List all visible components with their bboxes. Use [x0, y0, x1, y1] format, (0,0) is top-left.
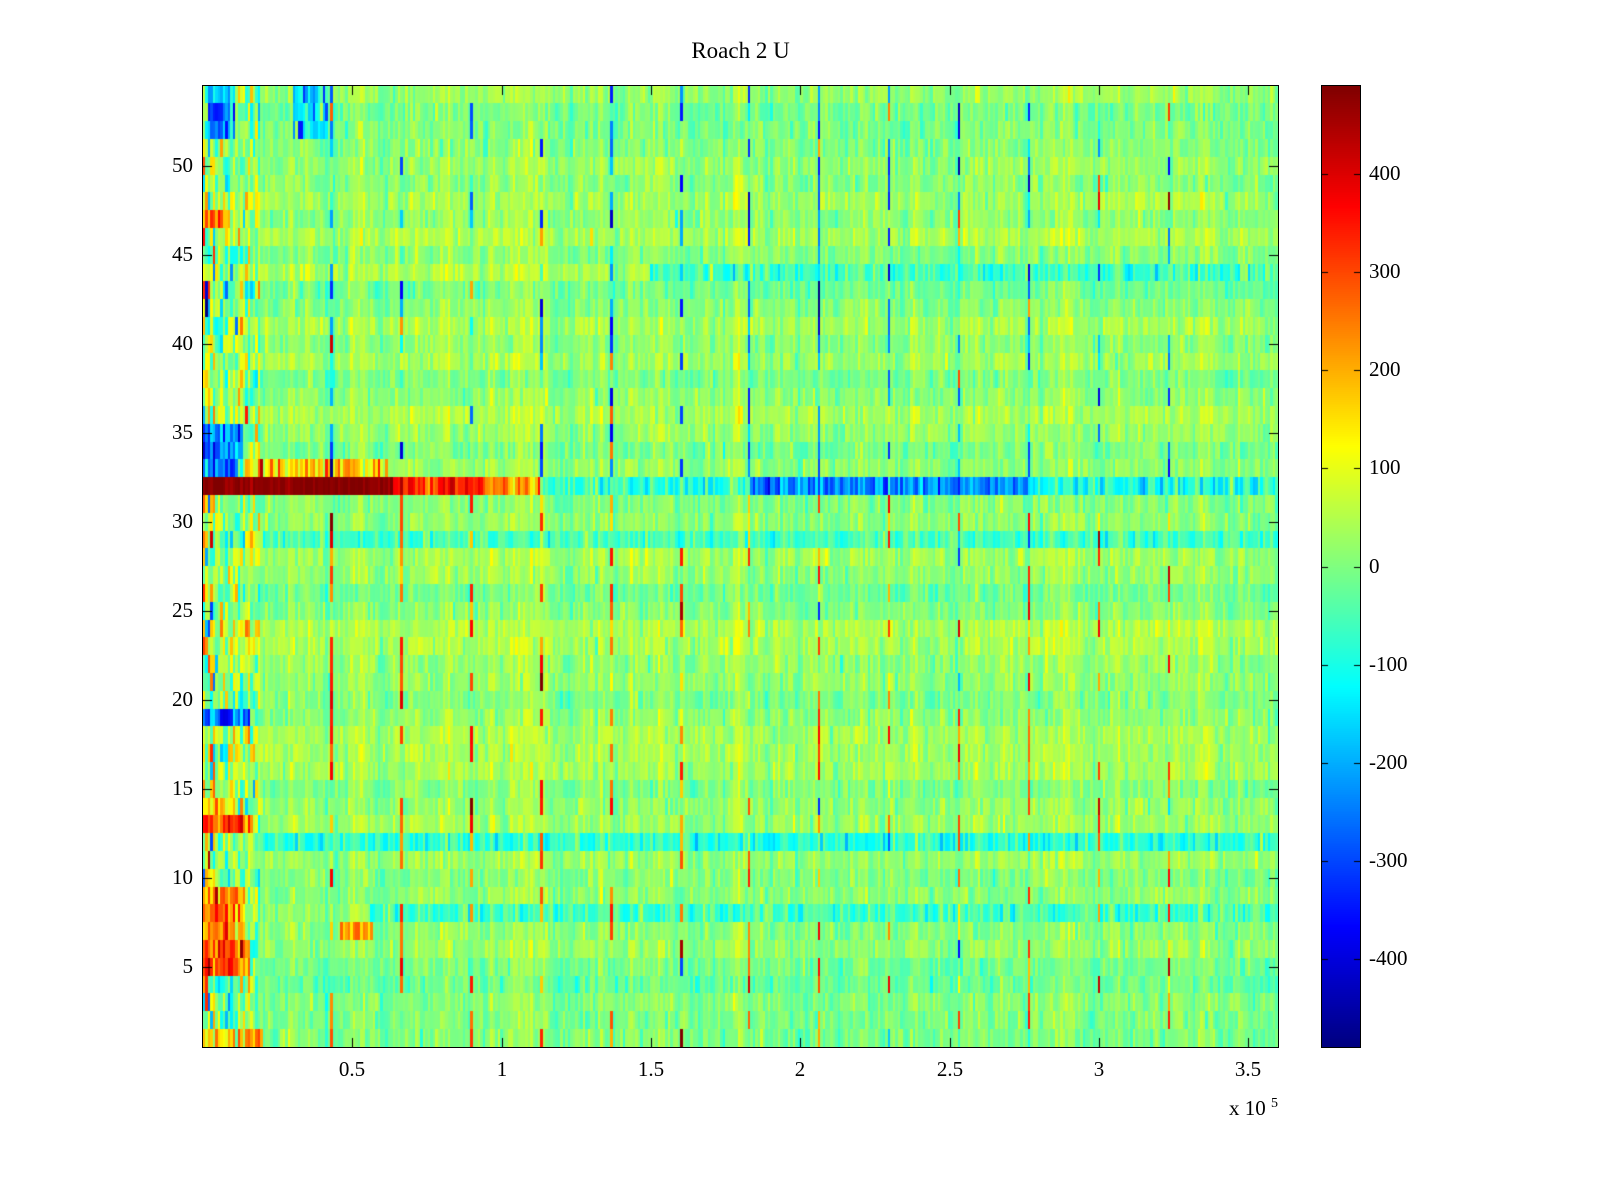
- heatmap-canvas: [203, 86, 1278, 1047]
- colorbar: [1321, 85, 1361, 1048]
- colorbar-tick-label: 200: [1369, 357, 1401, 381]
- y-tick-label: 15: [172, 776, 193, 800]
- colorbar-tick-label: -100: [1369, 652, 1408, 676]
- y-tick-label: 10: [172, 865, 193, 889]
- colorbar-tick-label: -200: [1369, 750, 1408, 774]
- plot-area: [202, 85, 1279, 1048]
- colorbar-tick-label: 0: [1369, 554, 1380, 578]
- chart-title: Roach 2 U: [691, 38, 790, 63]
- y-tick-label: 45: [172, 242, 193, 266]
- x-axis-multiplier: x 10 5: [1198, 1096, 1278, 1121]
- colorbar-tick-label: -400: [1369, 946, 1408, 970]
- x-tick-label: 1: [496, 1057, 508, 1081]
- x-axis-multiplier-prefix: x 10: [1229, 1096, 1266, 1120]
- colorbar-canvas: [1322, 86, 1360, 1047]
- y-tick-label: 25: [172, 598, 193, 622]
- y-tick-label: 5: [182, 954, 194, 978]
- x-axis-multiplier-exponent: 5: [1271, 1096, 1278, 1111]
- x-tick-label: 1.5: [637, 1057, 665, 1081]
- x-tick-label: 2.5: [936, 1057, 964, 1081]
- y-tick-label: 30: [172, 509, 193, 533]
- colorbar-tick-label: 100: [1369, 455, 1401, 479]
- x-tick-label: 0.5: [338, 1057, 366, 1081]
- colorbar-tick-label: 300: [1369, 259, 1401, 283]
- y-tick-label: 35: [172, 420, 193, 444]
- y-tick-label: 40: [172, 331, 193, 355]
- x-tick-label: 3.5: [1234, 1057, 1262, 1081]
- y-tick-label: 20: [172, 687, 193, 711]
- x-tick-label: 3: [1093, 1057, 1105, 1081]
- colorbar-tick-label: 400: [1369, 161, 1401, 185]
- colorbar-tick-label: -300: [1369, 848, 1408, 872]
- y-tick-label: 50: [172, 153, 193, 177]
- x-tick-label: 2: [794, 1057, 806, 1081]
